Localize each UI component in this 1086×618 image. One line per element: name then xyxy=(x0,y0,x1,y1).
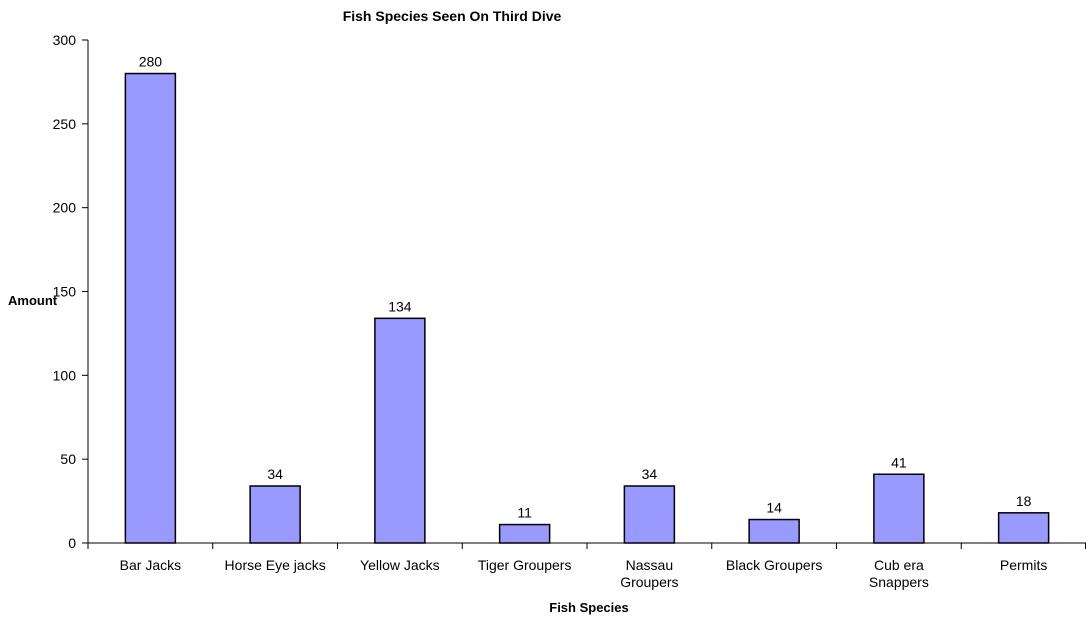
y-tick-label: 50 xyxy=(60,451,76,467)
x-tick-label: Horse Eye jacks xyxy=(225,557,326,573)
x-tick-label: Cub era xyxy=(874,557,924,573)
y-tick-label: 300 xyxy=(53,32,77,48)
data-label: 18 xyxy=(1016,493,1032,509)
x-tick-label: Groupers xyxy=(620,574,678,590)
x-tick-label: Nassau xyxy=(626,557,673,573)
bar xyxy=(498,523,551,544)
bar xyxy=(748,518,800,544)
x-tick-label: Black Groupers xyxy=(726,557,822,573)
data-label: 34 xyxy=(267,466,283,482)
bar xyxy=(873,473,925,544)
data-label: 134 xyxy=(388,298,412,314)
bar xyxy=(374,317,426,544)
y-tick-label: 150 xyxy=(53,284,77,300)
data-label: 34 xyxy=(642,466,658,482)
x-axis-label: Fish Species xyxy=(549,600,628,615)
bar xyxy=(124,72,177,544)
bar xyxy=(623,485,676,544)
bars xyxy=(124,72,1050,544)
y-tick-label: 250 xyxy=(53,116,77,132)
y-axis-label: Amount xyxy=(8,293,58,308)
y-tick-label: 100 xyxy=(53,367,77,383)
chart-title: Fish Species Seen On Third Dive xyxy=(343,8,562,24)
y-tick-label: 200 xyxy=(53,200,77,216)
x-tick-label: Bar Jacks xyxy=(120,557,181,573)
data-label: 14 xyxy=(766,500,782,516)
x-tick-label: Permits xyxy=(1000,557,1047,573)
x-tick-label: Snappers xyxy=(869,574,929,590)
x-axis xyxy=(87,542,1086,549)
data-label: 280 xyxy=(139,54,163,70)
x-tick-label: Tiger Groupers xyxy=(478,557,572,573)
y-tick-label: 0 xyxy=(68,535,76,551)
data-labels: 280 34 134 11 34 14 41 18 xyxy=(139,54,1032,521)
x-tick-label: Yellow Jacks xyxy=(360,557,440,573)
data-label: 11 xyxy=(517,505,532,521)
data-label: 41 xyxy=(891,454,907,470)
bar xyxy=(997,512,1050,544)
category-labels: Bar Jacks Horse Eye jacks Yellow Jacks Tige… xyxy=(120,557,1048,590)
bar xyxy=(249,485,301,544)
y-axis: 0 50 100 150 200 250 300 xyxy=(53,32,89,551)
